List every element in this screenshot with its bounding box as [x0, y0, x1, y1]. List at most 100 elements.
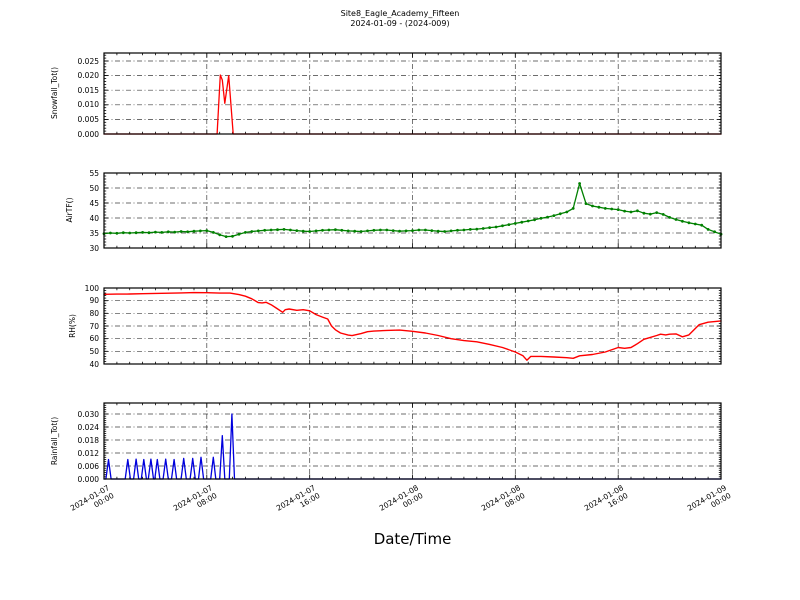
series-marker-airtf — [526, 219, 530, 223]
series-marker-airtf — [224, 235, 228, 239]
series-marker-airtf — [436, 229, 440, 233]
series-marker-airtf — [501, 224, 504, 228]
series-marker-airtf — [295, 229, 299, 233]
series-marker-airtf — [597, 205, 601, 209]
chart-subtitle: 2024-01-09 - (2024-009) — [350, 19, 450, 28]
series-marker-airtf — [211, 231, 215, 234]
y-tick-label: 40 — [89, 359, 99, 369]
series-marker-airtf — [494, 225, 498, 229]
y-tick-label: 50 — [89, 183, 99, 193]
series-marker-airtf — [648, 212, 652, 216]
y-tick-label: 40 — [89, 213, 99, 223]
y-tick-label: 55 — [89, 168, 99, 178]
series-marker-airtf — [301, 229, 305, 233]
y-tick-label: 0.018 — [77, 435, 99, 445]
series-marker-airtf — [674, 218, 678, 221]
series-marker-airtf — [456, 228, 459, 232]
series-marker-airtf — [134, 231, 138, 235]
y-tick-label: 0.020 — [77, 71, 99, 81]
series-marker-airtf — [642, 211, 646, 215]
y-tick-label: 0.006 — [77, 461, 99, 471]
series-marker-airtf — [706, 228, 710, 231]
y-tick-label: 0.024 — [77, 422, 99, 432]
series-marker-airtf — [109, 231, 112, 235]
series-marker-airtf — [359, 230, 363, 233]
series-marker-airtf — [700, 223, 704, 227]
y-tick-label: 50 — [89, 346, 99, 356]
series-marker-airtf — [629, 210, 633, 214]
series-marker-airtf — [314, 229, 318, 233]
series-marker-airtf — [141, 231, 145, 234]
series-marker-airtf — [340, 228, 344, 232]
y-tick-label: 80 — [89, 308, 99, 318]
series-marker-airtf — [366, 229, 369, 233]
series-marker-airtf — [668, 216, 671, 219]
plot-frame-rh — [103, 287, 722, 365]
y-tick-label: 0.030 — [77, 409, 99, 419]
series-marker-airtf — [385, 228, 389, 232]
series-marker-airtf — [449, 229, 453, 233]
y-tick-label: 0.010 — [77, 100, 99, 110]
series-marker-airtf — [411, 229, 414, 233]
series-marker-airtf — [205, 229, 209, 233]
series-marker-airtf — [623, 209, 626, 213]
y-tick-label: 70 — [89, 321, 99, 331]
series-marker-airtf — [636, 209, 639, 213]
series-marker-airtf — [250, 230, 254, 233]
series-marker-airtf — [179, 230, 183, 233]
series-marker-airtf — [430, 229, 434, 233]
series-marker-airtf — [655, 211, 659, 215]
series-marker-airtf — [192, 229, 196, 233]
series-marker-airtf — [353, 229, 357, 233]
series-marker-airtf — [276, 228, 279, 232]
series-marker-airtf — [693, 222, 697, 226]
series-marker-airtf — [404, 229, 408, 233]
series-marker-airtf — [173, 230, 177, 234]
y-tick-label: 0.000 — [77, 129, 99, 139]
series-marker-airtf — [468, 228, 472, 231]
plot-frame-snowfall — [103, 52, 722, 135]
series-marker-airtf — [128, 231, 132, 235]
series-marker-airtf — [424, 228, 427, 232]
series-marker-airtf — [237, 232, 241, 236]
series-marker-airtf — [443, 230, 446, 233]
chart-title: Site8_Eagle_Academy_Fifteen — [340, 9, 460, 18]
y-tick-label: 0.000 — [77, 474, 99, 484]
series-marker-airtf — [584, 202, 588, 206]
series-marker-airtf — [603, 207, 607, 210]
series-marker-airtf — [186, 230, 190, 234]
series-marker-airtf — [513, 222, 517, 225]
series-marker-airtf — [488, 226, 491, 230]
series-marker-airtf — [218, 233, 222, 237]
y-tick-label: 60 — [89, 334, 99, 344]
series-marker-airtf — [578, 182, 581, 185]
series-marker-airtf — [121, 231, 125, 235]
series-marker-airtf — [552, 214, 556, 218]
series-marker-airtf — [147, 231, 151, 235]
y-tick-label: 0.005 — [77, 114, 99, 124]
series-marker-airtf — [565, 210, 569, 214]
series-marker-airtf — [571, 207, 575, 210]
series-marker-airtf — [199, 229, 202, 233]
series-marker-airtf — [616, 208, 620, 212]
series-marker-airtf — [346, 229, 350, 233]
series-marker-airtf — [398, 229, 401, 233]
series-marker-airtf — [372, 228, 376, 232]
series-marker-airtf — [115, 231, 119, 235]
y-tick-label: 0.012 — [77, 448, 99, 458]
y-tick-label: 100 — [84, 283, 99, 293]
series-marker-airtf — [379, 228, 382, 232]
y-tick-label: 0.025 — [77, 56, 99, 66]
series-marker-airtf — [546, 215, 549, 219]
plot-frame-airtf — [103, 172, 722, 249]
y-tick-label: 0.015 — [77, 85, 99, 95]
series-marker-airtf — [263, 228, 267, 232]
series-marker-airtf — [610, 207, 614, 211]
series-marker-airtf — [244, 231, 247, 234]
series-marker-airtf — [558, 212, 562, 216]
series-marker-airtf — [481, 227, 485, 230]
series-marker-airtf — [160, 231, 164, 234]
series-marker-airtf — [462, 228, 466, 232]
x-axis-label: Date/Time — [373, 530, 452, 548]
